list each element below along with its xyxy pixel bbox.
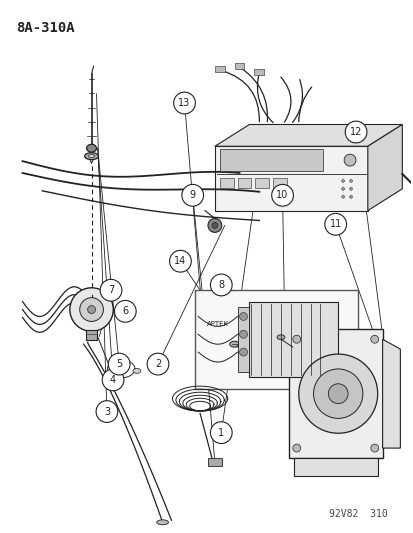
Text: 13: 13	[178, 98, 190, 108]
Bar	[273, 178, 286, 188]
Text: 6: 6	[122, 306, 128, 316]
Polygon shape	[214, 125, 401, 146]
Text: 11: 11	[329, 219, 341, 229]
Bar	[207, 458, 221, 466]
Text: 8: 8	[218, 280, 224, 290]
Text: 14: 14	[174, 256, 186, 266]
Bar	[237, 178, 251, 188]
Polygon shape	[214, 146, 367, 211]
Bar	[288, 329, 382, 458]
Text: 1: 1	[218, 427, 224, 438]
Circle shape	[88, 305, 95, 313]
Circle shape	[207, 219, 221, 232]
Circle shape	[239, 348, 247, 356]
Text: 10: 10	[276, 190, 288, 200]
Circle shape	[324, 213, 346, 235]
Circle shape	[349, 195, 351, 198]
Bar	[234, 63, 244, 69]
Bar	[219, 149, 323, 171]
Text: 9: 9	[189, 190, 195, 200]
Circle shape	[370, 335, 378, 343]
Circle shape	[349, 180, 351, 182]
Bar	[219, 178, 233, 188]
Bar	[214, 66, 224, 72]
Circle shape	[70, 288, 113, 332]
Circle shape	[239, 330, 247, 338]
Text: 5: 5	[116, 359, 122, 369]
Bar	[249, 302, 337, 377]
Ellipse shape	[276, 335, 284, 340]
Bar	[293, 458, 377, 476]
Text: 2: 2	[154, 359, 161, 369]
Ellipse shape	[229, 341, 239, 347]
Circle shape	[292, 444, 300, 452]
Text: 3: 3	[104, 407, 110, 417]
Polygon shape	[367, 125, 401, 211]
Text: 12: 12	[349, 127, 361, 137]
Ellipse shape	[156, 520, 168, 525]
Circle shape	[211, 222, 217, 229]
Circle shape	[102, 369, 123, 391]
Circle shape	[173, 92, 195, 114]
Circle shape	[313, 369, 362, 418]
Text: 7: 7	[108, 285, 114, 295]
Circle shape	[96, 401, 118, 423]
Circle shape	[271, 184, 293, 206]
Text: 4: 4	[110, 375, 116, 385]
Circle shape	[210, 422, 232, 443]
Circle shape	[341, 187, 344, 190]
Bar	[254, 69, 263, 75]
Circle shape	[169, 251, 191, 272]
Circle shape	[370, 444, 378, 452]
Circle shape	[343, 154, 355, 166]
Circle shape	[292, 335, 300, 343]
Text: 92V82  310: 92V82 310	[328, 510, 387, 519]
Bar	[255, 178, 268, 188]
Bar	[195, 290, 357, 389]
Circle shape	[344, 121, 366, 143]
Text: APTEK: APTEK	[206, 321, 228, 327]
Circle shape	[341, 180, 344, 182]
Circle shape	[298, 354, 377, 433]
Circle shape	[210, 274, 232, 296]
Circle shape	[349, 187, 351, 190]
Ellipse shape	[86, 144, 96, 152]
Circle shape	[108, 353, 130, 375]
Bar	[237, 306, 249, 372]
Circle shape	[147, 353, 169, 375]
Circle shape	[239, 312, 247, 320]
Ellipse shape	[88, 155, 94, 158]
Bar	[85, 330, 97, 340]
Circle shape	[80, 297, 103, 321]
Ellipse shape	[85, 152, 98, 159]
Circle shape	[341, 195, 344, 198]
Circle shape	[100, 279, 121, 301]
Circle shape	[328, 384, 347, 403]
Text: 8A-310A: 8A-310A	[17, 21, 75, 35]
Polygon shape	[382, 339, 399, 448]
Circle shape	[114, 301, 136, 322]
Circle shape	[181, 184, 203, 206]
Ellipse shape	[133, 368, 140, 374]
